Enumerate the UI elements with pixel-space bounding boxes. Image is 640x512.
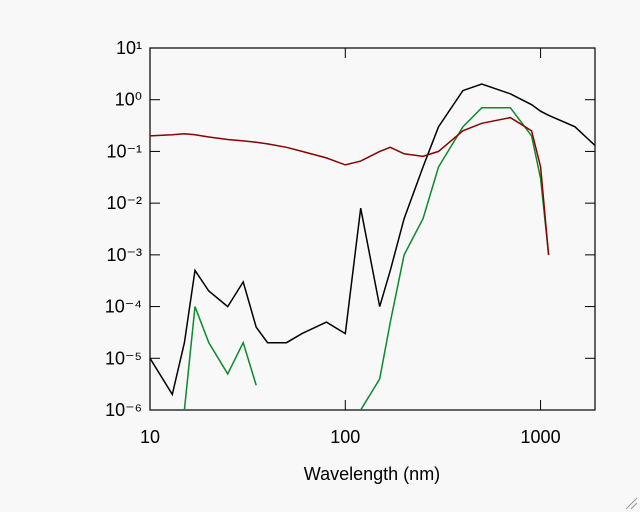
y-tick-label: 10⁻⁶: [105, 400, 142, 420]
y-tick-label: 10⁻¹: [106, 141, 142, 161]
x-tick-label: 100: [330, 427, 360, 447]
x-tick-label: 10: [140, 427, 160, 447]
y-tick-label: 10⁻³: [106, 245, 142, 265]
x-tick-label: 1000: [521, 427, 561, 447]
plot-lines: [150, 83, 595, 410]
series-line: [150, 116, 550, 255]
series-line: [183, 106, 550, 410]
y-tick-label: 10⁻²: [106, 193, 142, 213]
x-axis-label: Wavelength (nm): [304, 464, 440, 484]
y-tick-label: 10⁻⁵: [105, 348, 142, 368]
y-tick-label: 10⁰: [115, 90, 142, 110]
resize-grip: [625, 497, 638, 510]
y-tick-label: 10⁻⁴: [105, 297, 142, 317]
plot-frame: [149, 47, 596, 411]
y-tick-label: 10¹: [116, 38, 142, 58]
series-line: [150, 83, 595, 397]
